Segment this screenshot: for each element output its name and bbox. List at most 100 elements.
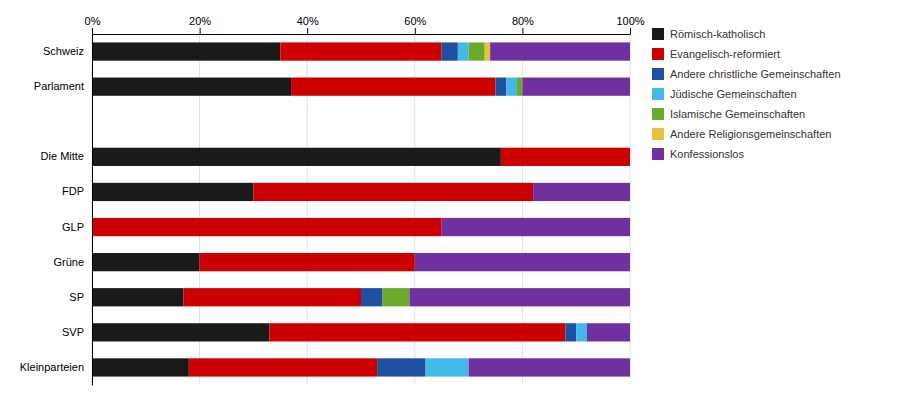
legend-swatch (652, 48, 664, 60)
x-tick: 0% (85, 15, 101, 34)
x-tick: 80% (512, 15, 534, 34)
legend-item: Andere Religionsgemeinschaften (652, 128, 831, 140)
legend-label: Evangelisch-reformiert (670, 48, 780, 60)
plot: 0% 20% 40% 60% 80% 100% Schweiz Parlament Die Mi… (20, 15, 645, 386)
axis-domain (92, 35, 93, 386)
bar (442, 218, 630, 236)
bar (280, 42, 441, 60)
bar (533, 183, 630, 201)
tick-label: Kleinparteien (20, 361, 84, 373)
y-tick: Kleinparteien (20, 361, 84, 373)
bar (485, 42, 490, 60)
bar (630, 148, 631, 166)
series (92, 42, 630, 376)
tick-label: 100% (616, 15, 644, 27)
series (485, 42, 490, 60)
y-tick: Grüne (53, 256, 84, 268)
bar (458, 42, 469, 60)
legend-swatch (652, 108, 664, 120)
tick-mark (200, 28, 201, 34)
tick-label: Schweiz (43, 45, 84, 57)
bar (253, 183, 533, 201)
legend-swatch (652, 88, 664, 100)
tick-label: SP (69, 291, 84, 303)
bars (92, 42, 630, 376)
tick-label: FDP (62, 185, 84, 197)
legend-swatch (652, 28, 664, 40)
bar (426, 358, 469, 376)
y-tick: SVP (62, 326, 84, 338)
bar (92, 218, 442, 236)
tick-label: 80% (512, 15, 534, 27)
bar (490, 42, 630, 60)
bar (587, 323, 630, 341)
bar (442, 42, 458, 60)
legend-item: Islamische Gemeinschaften (652, 108, 805, 120)
bar (409, 288, 630, 306)
bar (92, 148, 501, 166)
bar (183, 288, 361, 306)
y-tick: Parlament (34, 80, 84, 92)
bar (291, 78, 495, 96)
bar (92, 78, 291, 96)
chart: 0% 20% 40% 60% 80% 100% Schweiz Parlament Die Mi… (0, 0, 900, 399)
bar (200, 253, 415, 271)
tick-mark (307, 28, 308, 34)
tick-label: 20% (189, 15, 211, 27)
bar (469, 42, 485, 60)
bar (630, 148, 631, 166)
bar (630, 148, 631, 166)
tick-label: 0% (85, 15, 101, 27)
legend-item: Jüdische Gemeinschaften (652, 88, 797, 100)
x-tick: 40% (297, 15, 319, 34)
bar (496, 78, 507, 96)
bar (361, 288, 383, 306)
bar (92, 183, 253, 201)
bar (576, 323, 587, 341)
y-tick: GLP (62, 221, 84, 233)
y-axis: Schweiz Parlament Die Mitte FDP GLP Grüne SP SV… (20, 35, 93, 386)
bar (630, 148, 631, 166)
x-axis: 0% 20% 40% 60% 80% 100% (85, 15, 645, 35)
bar (517, 78, 522, 96)
grid (92, 34, 630, 385)
legend-item: Römisch-katholisch (652, 28, 765, 40)
legend-swatch (652, 148, 664, 160)
bar (506, 78, 517, 96)
bar (469, 358, 630, 376)
tick-label: GLP (62, 221, 84, 233)
tick-label: SVP (62, 326, 84, 338)
series (409, 42, 630, 376)
bar (92, 323, 270, 341)
legend-label: Konfessionslos (670, 148, 744, 160)
legend-label: Römisch-katholisch (670, 28, 765, 40)
legend: Römisch-katholisch Evangelisch-reformiert… (652, 28, 841, 160)
tick-mark (415, 28, 416, 34)
bar (383, 288, 410, 306)
bar (270, 323, 566, 341)
bar (415, 253, 630, 271)
y-tick: Schweiz (43, 45, 84, 57)
legend-label: Jüdische Gemeinschaften (670, 88, 797, 100)
tick-label: Die Mitte (41, 150, 84, 162)
legend-swatch (652, 128, 664, 140)
legend-item: Evangelisch-reformiert (652, 48, 780, 60)
bar (92, 288, 183, 306)
legend-label: Andere christliche Gemeinschaften (670, 68, 841, 80)
bar (189, 358, 377, 376)
x-tick: 60% (404, 15, 426, 34)
legend-label: Islamische Gemeinschaften (670, 108, 805, 120)
x-tick: 20% (189, 15, 211, 34)
bar (522, 78, 630, 96)
bar (630, 148, 631, 166)
tick-mark (92, 28, 93, 34)
bar (92, 253, 200, 271)
legend-item: Andere christliche Gemeinschaften (652, 68, 841, 80)
tick-mark (630, 28, 631, 34)
legend-label: Andere Religionsgemeinschaften (670, 128, 831, 140)
tick-label: Parlament (34, 80, 84, 92)
y-tick: FDP (62, 185, 84, 197)
y-tick: Die Mitte (41, 150, 84, 162)
legend-item: Konfessionslos (652, 148, 744, 160)
bar (92, 358, 189, 376)
